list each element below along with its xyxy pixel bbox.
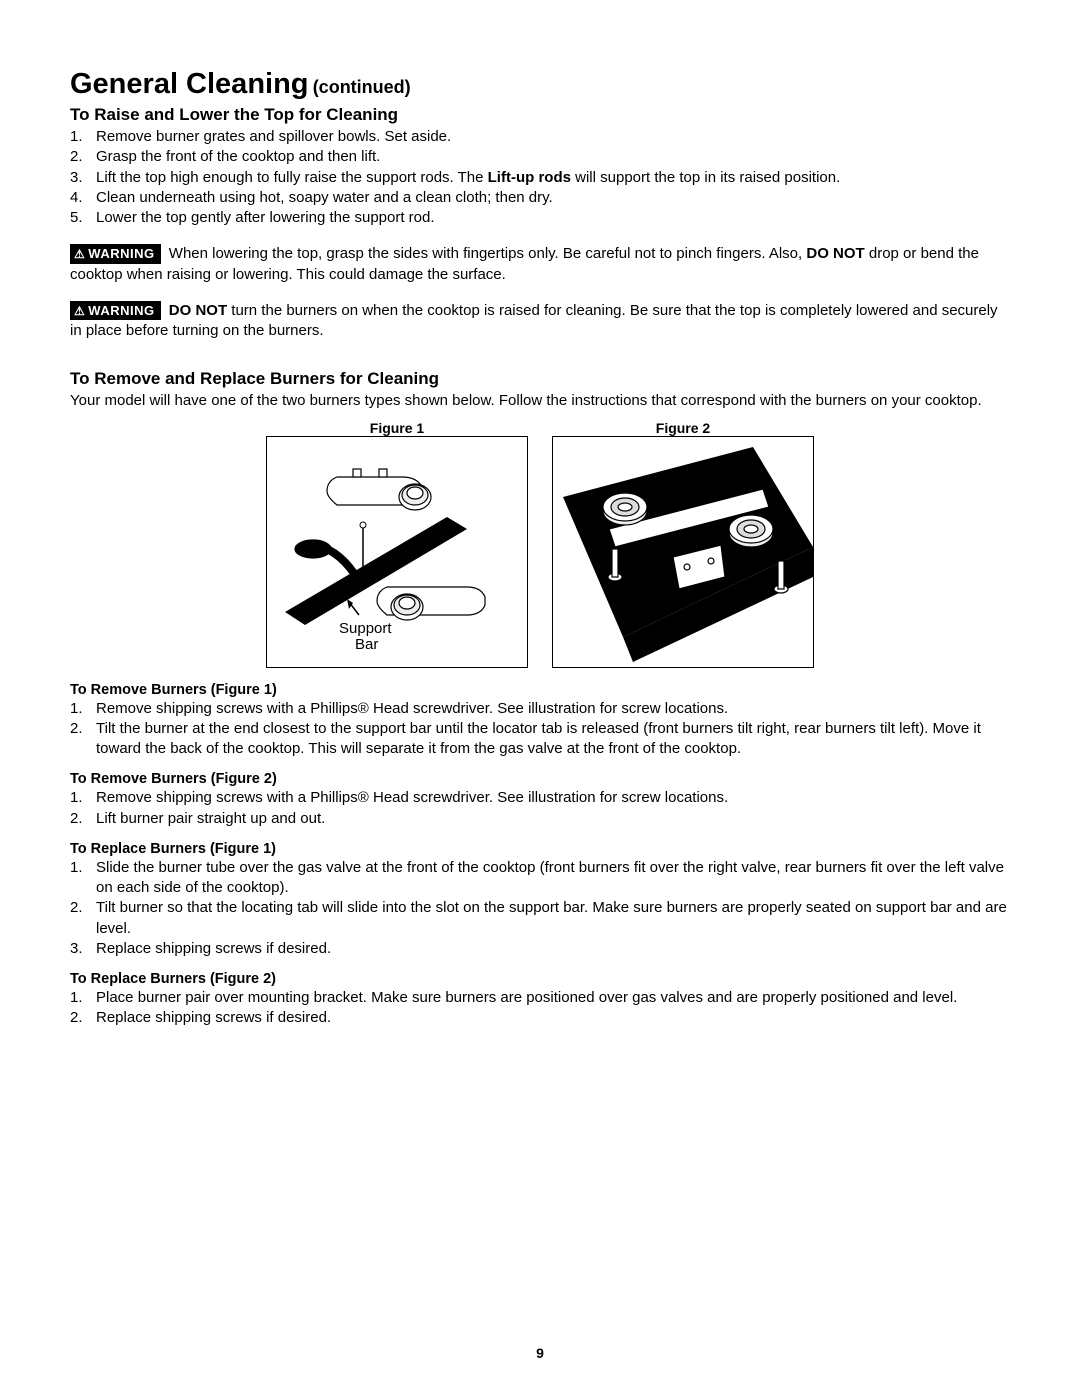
title-sub: (continued) [313,77,411,97]
warning-paragraph-2: WARNING DO NOT turn the burners on when … [70,301,1010,342]
figure-2-caption: Figure 2 [552,420,814,436]
list-item: Remove burner grates and spillover bowls… [70,127,1010,147]
list-item: Tilt burner so that the locating tab wil… [70,898,1010,939]
replace-fig2-list: Place burner pair over mounting bracket.… [70,988,1010,1029]
figure-2-frame [552,436,814,668]
figure-2: Figure 2 [552,420,814,668]
page-number: 9 [0,1345,1080,1361]
list-item: Replace shipping screws if desired. [70,1008,1010,1028]
figure-1-frame: Support Bar [266,436,528,668]
list-item: Clean underneath using hot, soapy water … [70,188,1010,208]
svg-text:Bar: Bar [355,636,378,653]
list-item: Lift burner pair straight up and out. [70,809,1010,829]
section1-heading: To Raise and Lower the Top for Cleaning [70,105,1010,125]
warning-bold: DO NOT [169,302,227,319]
remove-fig1-heading: To Remove Burners (Figure 1) [70,682,1010,698]
replace-fig1-list: Slide the burner tube over the gas valve… [70,858,1010,959]
figure-1-caption: Figure 1 [266,420,528,436]
title-main: General Cleaning [70,68,309,100]
warning-bold: DO NOT [806,245,864,262]
section1-steps: Remove burner grates and spillover bowls… [70,127,1010,228]
list-item: Slide the burner tube over the gas valve… [70,858,1010,899]
remove-fig2-heading: To Remove Burners (Figure 2) [70,771,1010,787]
list-item: Lower the top gently after lowering the … [70,208,1010,228]
section2-heading: To Remove and Replace Burners for Cleani… [70,369,1010,389]
figure-1: Figure 1 [266,420,528,668]
section2-intro: Your model will have one of the two burn… [70,391,1010,411]
list-item: Grasp the front of the cooktop and then … [70,147,1010,167]
warning-icon: WARNING [70,301,161,321]
replace-fig2-heading: To Replace Burners (Figure 2) [70,971,1010,987]
page-title: General Cleaning (continued) [70,68,1010,101]
warning-paragraph-1: WARNING When lowering the top, grasp the… [70,244,1010,285]
warning-text: When lowering the top, grasp the sides w… [169,245,807,262]
replace-fig1-heading: To Replace Burners (Figure 1) [70,841,1010,857]
figure-1-support-label: Support [339,620,392,637]
list-item: Lift the top high enough to fully raise … [70,168,1010,188]
figure-1-illustration: Support Bar [267,437,528,668]
list-item: Remove shipping screws with a Phillips® … [70,788,1010,808]
figures-row: Figure 1 [70,420,1010,668]
list-item: Tilt the burner at the end closest to th… [70,719,1010,760]
remove-fig1-list: Remove shipping screws with a Phillips® … [70,699,1010,760]
list-item: Remove shipping screws with a Phillips® … [70,699,1010,719]
remove-fig2-list: Remove shipping screws with a Phillips® … [70,788,1010,829]
figure-2-illustration [553,437,814,668]
warning-icon: WARNING [70,244,161,264]
list-item: Place burner pair over mounting bracket.… [70,988,1010,1008]
list-item: Replace shipping screws if desired. [70,939,1010,959]
